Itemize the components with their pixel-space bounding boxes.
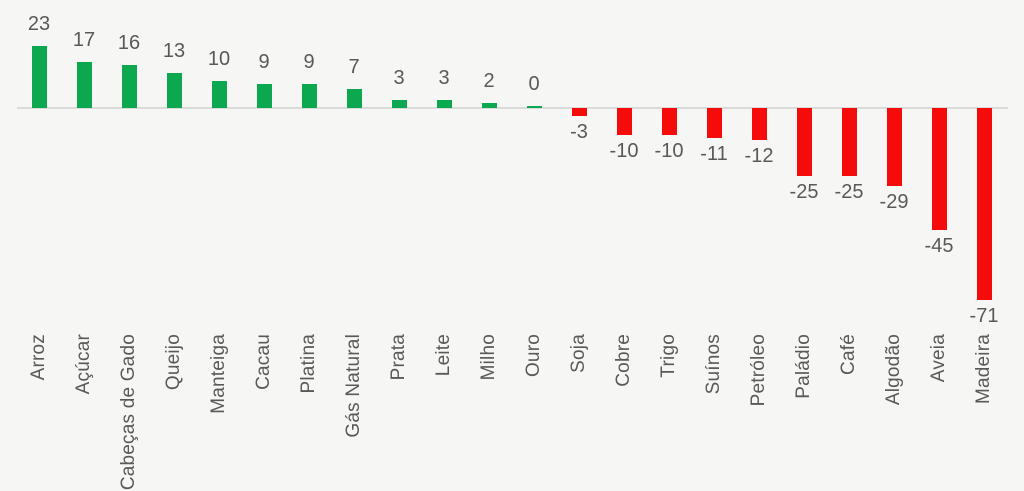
bar-cobre [616,108,632,135]
category-label: Leite [433,334,454,377]
value-label: 3 [438,67,450,89]
value-label: -25 [834,181,864,203]
bar-suínos [706,108,722,138]
value-label: -71 [969,305,999,327]
value-label: 9 [258,51,270,73]
category-label: Paládio [793,334,814,399]
category-label: Queijo [163,334,184,391]
bar-madeira [976,108,992,300]
category-label: Algodão [883,334,904,406]
category-label: Cabeças de Gado [118,334,139,491]
category-label: Suínos [703,334,724,395]
value-label: 16 [117,32,141,54]
bar-cacau [256,84,272,108]
value-label: -12 [744,145,774,167]
value-label: 9 [303,51,315,73]
category-label: Petróleo [748,334,769,407]
bar-gás-natural [346,89,362,108]
bar-queijo [166,73,182,108]
bar-arroz [31,46,47,108]
value-label: -11 [700,143,728,165]
value-label: 3 [393,67,405,89]
value-label: -10 [654,140,684,162]
bar-prata [391,100,407,108]
value-label: -3 [570,121,588,143]
value-label: -29 [879,191,909,213]
value-label: -45 [924,235,954,257]
value-label: 0 [528,73,540,95]
category-label: Platina [298,334,319,394]
category-label: Açúcar [73,334,94,395]
bar-soja [571,108,587,116]
category-label: Aveia [928,334,949,383]
bar-ouro [526,106,542,108]
category-label: Cacau [253,334,274,390]
category-label: Trigo [658,334,679,378]
category-label: Arroz [28,334,49,381]
bar-platina [301,84,317,108]
category-label: Madeira [973,334,994,405]
bar-aveia [931,108,947,230]
value-label: 23 [27,13,51,35]
category-label: Ouro [523,334,544,378]
value-label: 2 [483,70,495,92]
bar-paládio [796,108,812,176]
value-label: 17 [72,29,96,51]
bar-algodão [886,108,902,186]
category-label: Soja [568,334,589,373]
category-label: Milho [478,334,499,381]
bar-petróleo [751,108,767,140]
value-label: -10 [609,140,639,162]
value-label: 10 [207,48,231,70]
value-label: 13 [162,40,186,62]
value-label: 7 [348,56,360,78]
bar-manteiga [211,81,227,108]
category-label: Prata [388,334,409,381]
category-label: Manteiga [208,334,229,414]
category-label: Gás Natural [343,334,364,438]
bar-milho [481,103,497,108]
bar-açúcar [76,62,92,108]
value-label: -25 [789,181,819,203]
bar-cabeças-de-gado [121,65,137,108]
bar-trigo [661,108,677,135]
category-label: Cobre [613,334,634,387]
category-label: Café [838,334,859,375]
bar-leite [436,100,452,108]
x-axis-line [17,107,1008,109]
bar-café [841,108,857,176]
